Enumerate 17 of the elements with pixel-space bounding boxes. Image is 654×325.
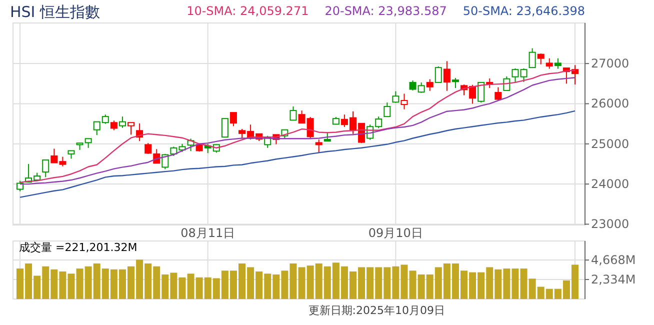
text: 10-SMA: 24,059.271	[186, 4, 309, 18]
y-tick-label: 23000	[591, 217, 630, 232]
text: 更新日期:2025年10月09日	[308, 304, 445, 317]
y-tick-label: 24000	[591, 177, 630, 192]
candlestick	[443, 60, 450, 92]
text: 50-SMA: 23,646.398	[462, 4, 585, 18]
y-tick-label: 27000	[591, 56, 630, 71]
y-tick-label: 4,668M	[591, 253, 636, 268]
line-series	[19, 110, 576, 198]
text: 20-SMA: 23,983.587	[324, 4, 447, 18]
y-tick-label: 26000	[591, 96, 630, 111]
chart-title: HSI 恒生指數	[10, 3, 100, 21]
y-tick-label: 2,334M	[591, 272, 636, 287]
y-tick-label: 25000	[591, 136, 630, 151]
x-tick-label: 09月10日	[368, 226, 423, 240]
chart-title: 成交量 =221,201.32M	[19, 241, 138, 254]
x-tick-label: 08月11日	[180, 226, 236, 240]
